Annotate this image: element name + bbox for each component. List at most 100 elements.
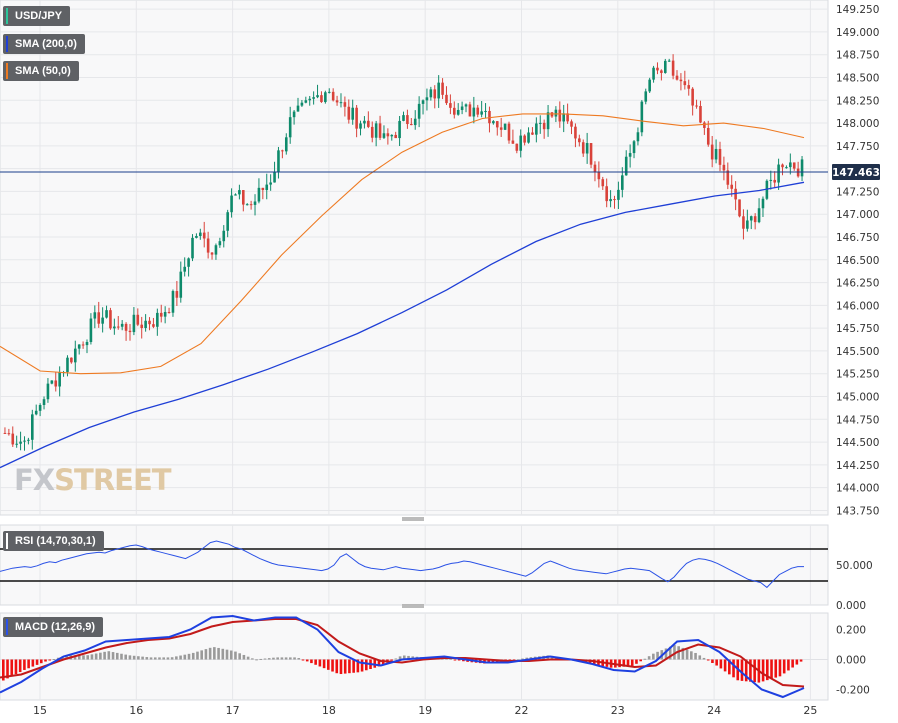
candle-down	[499, 127, 503, 130]
price-tick-label: 147.000	[836, 209, 879, 221]
candle-down	[722, 164, 726, 171]
candle-down	[343, 102, 347, 107]
candle-down	[679, 79, 683, 82]
candle-down	[54, 380, 58, 387]
macd-hist-pos	[280, 657, 284, 660]
candle-up	[519, 135, 523, 151]
candle-up	[42, 399, 46, 405]
candle-down	[152, 324, 155, 327]
macd-hist-pos	[187, 653, 191, 660]
candle-down	[140, 324, 144, 329]
macd-hist-pos	[246, 656, 250, 660]
candle-up	[789, 162, 792, 168]
candle-up	[296, 105, 300, 112]
pair-swatch	[6, 8, 8, 24]
macd-hist-pos	[200, 650, 203, 660]
candle-up	[226, 212, 229, 231]
macd-hist-neg	[453, 659, 457, 661]
candle-down	[495, 121, 499, 128]
macd-hist-pos	[263, 658, 267, 660]
candle-up	[628, 153, 632, 157]
macd-hist-pos	[162, 657, 165, 660]
candle-up	[632, 141, 636, 154]
macd-hist-pos	[238, 653, 241, 660]
candle-up	[503, 123, 507, 130]
price-tick-label: 145.250	[836, 369, 879, 381]
candle-up	[300, 102, 304, 106]
candle-down	[148, 320, 151, 325]
macd-hist-neg	[457, 659, 461, 661]
candle-up	[214, 245, 218, 255]
candle-up	[292, 111, 296, 118]
candle-down	[515, 143, 519, 151]
candle-up	[421, 100, 425, 104]
macd-hist-neg	[766, 659, 769, 681]
candle-up	[144, 320, 147, 329]
price-tick-label: 144.250	[836, 460, 879, 472]
macd-hist-pos	[297, 658, 301, 660]
candle-up	[85, 341, 89, 346]
candle-up	[538, 122, 542, 124]
candle-up	[648, 79, 651, 92]
macd-hist-neg	[795, 659, 799, 665]
macd-hist-pos	[656, 651, 659, 660]
candle-down	[507, 123, 511, 141]
candle-down	[613, 199, 616, 201]
candle-down	[242, 190, 245, 205]
candle-down	[523, 135, 526, 143]
macd-hist-pos	[86, 655, 90, 660]
legend-sma200[interactable]: SMA (200,0)	[3, 34, 85, 54]
macd-hist-pos	[170, 657, 174, 660]
candle-up	[761, 198, 765, 209]
macd-hist-pos	[153, 657, 157, 660]
candle-up	[316, 95, 319, 98]
candle-down	[3, 432, 7, 434]
candle-down	[710, 144, 714, 160]
macd-hist-neg	[23, 659, 26, 670]
macd-hist-neg	[782, 659, 786, 674]
legend-rsi[interactable]: RSI (14,70,30,1)	[3, 531, 104, 551]
candle-up	[113, 326, 116, 329]
candle-down	[687, 85, 691, 89]
candle-up	[38, 404, 42, 411]
legend-pair[interactable]: USD/JPY	[3, 6, 71, 26]
macd-hist-neg	[753, 659, 756, 683]
macd-hist-neg	[327, 659, 330, 670]
price-tick-label: 145.750	[836, 323, 879, 335]
macd-hist-pos	[94, 653, 98, 660]
candle-up	[218, 241, 222, 246]
candle-down	[574, 126, 577, 139]
macd-hist-pos	[407, 655, 410, 660]
candle-up	[273, 171, 276, 183]
legend-sma50[interactable]: SMA (50,0)	[3, 61, 79, 81]
candle-up	[89, 318, 93, 342]
macd-hist-pos	[702, 657, 706, 660]
candle-down	[410, 124, 413, 126]
macd-hist-pos	[681, 647, 685, 660]
candle-down	[11, 433, 15, 445]
macd-hist-neg	[639, 659, 642, 662]
candle-down	[445, 94, 448, 104]
macd-hist-pos	[516, 659, 520, 661]
macd-tick-label: 0.000	[836, 655, 866, 667]
candle-down	[97, 312, 101, 324]
date-tick-label: 24	[707, 704, 721, 717]
candle-down	[124, 323, 128, 331]
macd-hist-neg	[618, 659, 621, 668]
macd-tick-label: 0.200	[836, 625, 866, 637]
macd-hist-pos	[217, 647, 220, 660]
candle-down	[347, 106, 351, 120]
macd-hist-pos	[179, 655, 182, 660]
candle-down	[261, 187, 265, 190]
sma200-swatch	[6, 36, 8, 52]
candle-down	[718, 148, 722, 165]
macd-hist-neg	[348, 659, 351, 674]
candle-up	[484, 110, 487, 112]
macd-line	[0, 614, 805, 699]
macd-hist-pos	[141, 656, 144, 660]
price-tick-label: 148.250	[836, 95, 879, 107]
candle-down	[706, 127, 710, 145]
candle-up	[77, 344, 81, 349]
legend-macd[interactable]: MACD (12,26,9)	[3, 617, 104, 637]
macd-hist-pos	[145, 657, 149, 660]
